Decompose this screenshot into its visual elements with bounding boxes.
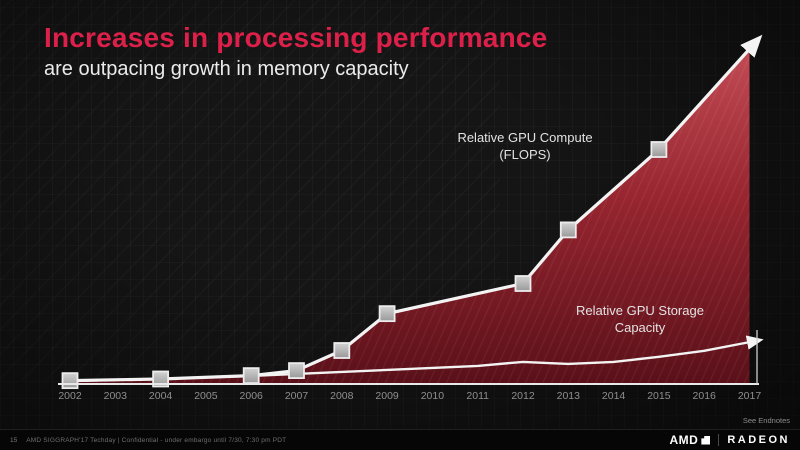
logo-divider [718, 434, 720, 446]
data-point-marker [650, 141, 668, 158]
x-tick-label: 2004 [149, 390, 173, 402]
x-tick-label: 2007 [285, 390, 309, 402]
series-lines-group [69, 34, 764, 383]
footer-bar: 15 AMD SIGGRAPH'17 Techday | Confidentia… [0, 429, 800, 450]
x-tick-label: 2005 [194, 390, 218, 402]
x-tick-label: 2006 [240, 390, 264, 402]
storage-line [69, 335, 764, 383]
storage-series-label: Relative GPU Storage Capacity [576, 303, 704, 335]
x-tick-label: 2017 [738, 390, 762, 402]
x-tick-label: 2015 [647, 390, 671, 402]
x-tick-labels-group: 2002 2003 2004 2005 2006 2007 2008 2009 2010 2011… [58, 390, 761, 402]
data-point-marker [61, 372, 79, 390]
data-point-marker [559, 221, 577, 239]
footer-left: 15 AMD SIGGRAPH'17 Techday | Confidentia… [10, 437, 286, 444]
slide-title: Increases in processing performance [44, 22, 548, 53]
x-tick-label: 2003 [104, 390, 128, 402]
slide-number: 15 [10, 436, 18, 444]
compute-area-scratch-texture [70, 49, 750, 384]
x-tick-label: 2009 [375, 390, 399, 402]
x-tick-label: 2012 [511, 390, 535, 402]
data-point-marker [514, 275, 532, 292]
slide-header: Increases in processing performance are … [44, 22, 547, 81]
x-tick-label: 2013 [557, 390, 581, 402]
data-point-marker [152, 370, 169, 388]
data-point-marker [333, 342, 351, 359]
x-tick-label: 2014 [602, 390, 626, 402]
x-tick-label: 2010 [421, 390, 445, 402]
see-endnotes-note: See Endnotes [742, 416, 790, 425]
data-point-marker [378, 305, 396, 323]
amd-logo-text: AMD [669, 433, 699, 447]
slide-subtitle: are outpacing growth in memory capacity [44, 58, 409, 80]
compute-series-label: Relative GPU Compute (FLOPS) [457, 130, 593, 162]
x-tick-label: 2011 [466, 390, 489, 402]
x-tick-label: 2002 [58, 390, 82, 402]
confidential-text: AMD SIGGRAPH'17 Techday | Confidential -… [26, 436, 287, 444]
data-point-marker [288, 362, 305, 380]
footer-right: AMD RADEON [670, 433, 791, 447]
amd-logo: AMD [670, 433, 711, 447]
data-point-marker [242, 367, 260, 385]
x-tick-label: 2016 [693, 390, 717, 402]
x-tick-label: 2008 [330, 390, 354, 402]
amd-arrow-icon [701, 435, 711, 445]
compute-area-group [70, 49, 750, 384]
line-chart: 2002 2003 2004 2005 2006 2007 2008 2009 2010 2011… [58, 34, 764, 402]
radeon-logo: RADEON [727, 434, 790, 446]
data-markers-group [61, 141, 668, 390]
